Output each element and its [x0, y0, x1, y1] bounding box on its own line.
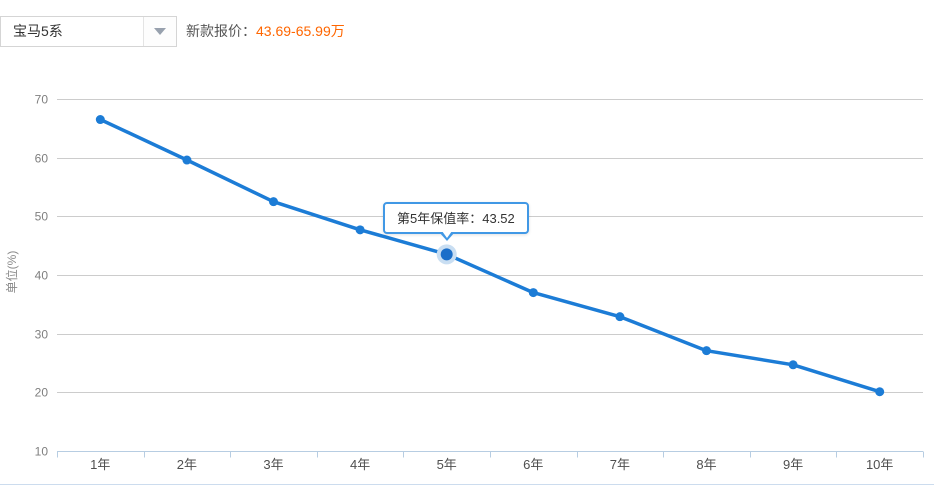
x-tick-label: 5年: [437, 457, 457, 472]
car-series-select[interactable]: 宝马5系: [0, 16, 177, 47]
x-tick-label: 2年: [177, 457, 197, 472]
tooltip-arrow-fill: [442, 231, 452, 238]
data-point[interactable]: [702, 346, 711, 356]
data-point[interactable]: [788, 360, 798, 370]
data-point[interactable]: [95, 115, 105, 125]
x-tick-label: 9年: [783, 457, 803, 472]
car-series-value: 宝马5系: [13, 23, 63, 39]
tooltip-text: 第5年保值率：43.52: [397, 211, 515, 226]
chevron-down-icon: [154, 28, 166, 35]
y-tick-label: 40: [35, 269, 49, 283]
x-tick-label: 10年: [866, 457, 893, 472]
y-tick-label: 10: [35, 445, 49, 459]
data-point[interactable]: [615, 312, 625, 322]
x-tick-label: 3年: [263, 457, 283, 472]
y-tick-label: 60: [35, 152, 49, 166]
data-point[interactable]: [269, 197, 278, 207]
x-tick-label: 1年: [90, 457, 110, 472]
data-point[interactable]: [182, 155, 192, 165]
new-car-price: 新款报价：43.69-65.99万: [186, 16, 345, 47]
select-dropdown-button[interactable]: [143, 17, 176, 46]
y-axis-label: 单位(%): [4, 251, 19, 294]
chart-tooltip: 第5年保值率：43.52: [383, 202, 529, 241]
x-tick-label: 8年: [696, 457, 716, 472]
y-tick-label: 20: [35, 386, 49, 400]
x-tick-label: 4年: [350, 457, 370, 472]
data-point[interactable]: [528, 288, 538, 298]
data-point[interactable]: [875, 387, 885, 397]
y-tick-label: 70: [35, 93, 49, 107]
x-tick-label: 7年: [610, 457, 630, 472]
y-tick-label: 50: [35, 210, 49, 224]
trend-line: [98, 117, 882, 394]
x-tick-label: 6年: [523, 457, 543, 472]
price-label: 新款报价：: [186, 23, 256, 39]
y-tick-label: 30: [35, 328, 49, 342]
data-point-highlighted[interactable]: [440, 248, 453, 261]
data-point[interactable]: [355, 225, 365, 235]
price-value: 43.69-65.99万: [256, 23, 345, 39]
